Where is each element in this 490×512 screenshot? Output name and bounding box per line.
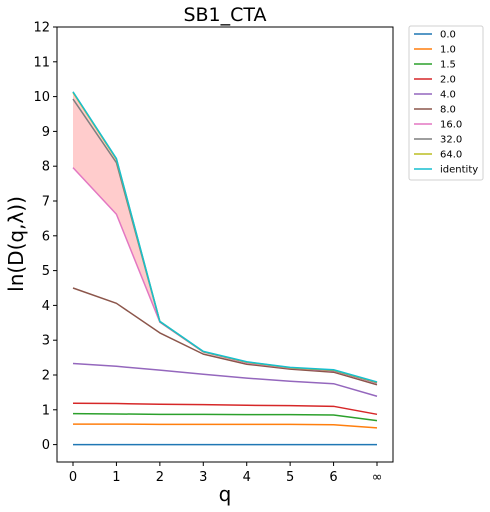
series-line-4-0 xyxy=(72,362,378,397)
legend-label: 2.0 xyxy=(440,75,456,86)
x-tick-label: 2 xyxy=(156,470,164,485)
plot-frame xyxy=(56,26,394,463)
y-tick-label: 6 xyxy=(42,229,50,244)
legend-label: 1.0 xyxy=(440,45,456,56)
fill-region xyxy=(73,91,377,384)
x-tick-label: ∞ xyxy=(372,470,383,485)
legend-label: 4.0 xyxy=(440,90,456,101)
series-line-8-0 xyxy=(72,287,378,386)
legend-label: 0.0 xyxy=(440,30,456,41)
legend-label: 16.0 xyxy=(440,120,462,131)
x-tick-label: 6 xyxy=(329,470,337,485)
y-tick-label: 1 xyxy=(42,403,50,418)
y-tick-label: 9 xyxy=(42,125,50,140)
y-tick-label: 0 xyxy=(42,438,50,453)
y-tick-label: 3 xyxy=(42,334,50,349)
legend-label: 32.0 xyxy=(440,135,462,146)
series-line-1-0 xyxy=(73,423,378,429)
y-tick-label: 12 xyxy=(33,21,50,36)
x-tick-label: 3 xyxy=(199,470,207,485)
y-tick-label: 4 xyxy=(42,299,50,314)
fill-between-area xyxy=(73,91,377,384)
x-tick-label: 0 xyxy=(69,470,77,485)
x-axis-label: q xyxy=(219,482,232,506)
series-lines xyxy=(72,91,378,446)
series-line-2-0 xyxy=(72,402,378,416)
chart-title: SB1_CTA xyxy=(183,4,266,26)
legend-label: 8.0 xyxy=(440,105,456,116)
y-tick-label: 10 xyxy=(33,90,50,105)
legend: 0.0 1.0 1.5 2.0 4.0 8.0 16.0 32.0 64.0 identity xyxy=(408,25,484,181)
series-line-1-5 xyxy=(72,412,378,422)
legend-label: identity xyxy=(440,165,478,176)
x-tick-label: 4 xyxy=(243,470,251,485)
y-tick-label: 11 xyxy=(33,55,50,70)
x-tick-label: 5 xyxy=(286,470,294,485)
series-line-identity xyxy=(72,91,378,383)
x-tick-label: 1 xyxy=(112,470,120,485)
y-tick-label: 7 xyxy=(42,195,50,210)
y-tick-label: 8 xyxy=(42,160,50,175)
y-tick-label: 2 xyxy=(42,369,50,384)
y-axis-label: ln(D(q,λ)) xyxy=(4,196,28,292)
legend-label: 1.5 xyxy=(440,60,456,71)
legend-label: 64.0 xyxy=(440,150,462,161)
y-tick-label: 5 xyxy=(42,264,50,279)
